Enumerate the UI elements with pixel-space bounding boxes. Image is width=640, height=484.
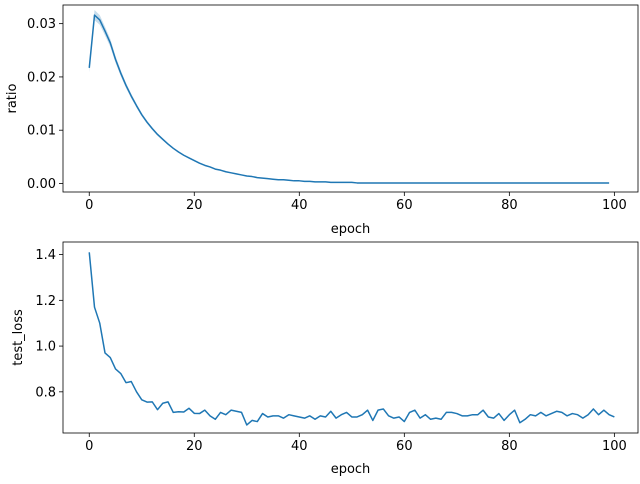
test-loss-x-tick-label: 40 (291, 439, 308, 454)
ratio-x-tick-label: 100 (602, 198, 627, 213)
ratio-y-tick-label: 0.03 (27, 17, 56, 32)
test-loss-x-axis: 0 20 40 60 80 100 (85, 433, 627, 454)
ratio-y-axis-label: ratio (5, 83, 20, 113)
test-loss-series-line (88, 252, 615, 426)
ratio-x-tick-label: 60 (396, 198, 413, 213)
ratio-plot-panel: 0 20 40 60 80 100 0.00 0.01 0.02 0.03 epoch rati… (5, 4, 639, 237)
ratio-y-tick-label: 0.01 (27, 124, 56, 139)
test-loss-axes-frame (62, 241, 639, 434)
test-loss-x-tick-label: 0 (85, 439, 93, 454)
ratio-x-tick-label: 0 (85, 198, 93, 213)
ratio-x-axis-label: epoch (331, 222, 371, 237)
test-loss-x-tick-label: 80 (501, 439, 518, 454)
ratio-axes-frame (62, 4, 639, 193)
ratio-y-axis: 0.00 0.01 0.02 0.03 (27, 17, 63, 192)
test-loss-x-tick-label: 100 (602, 439, 627, 454)
test-loss-y-tick-label: 1.2 (35, 294, 56, 309)
test-loss-y-tick-label: 1.0 (35, 340, 56, 355)
test-loss-x-tick-label: 60 (396, 439, 413, 454)
ratio-x-tick-label: 40 (291, 198, 308, 213)
test-loss-x-tick-label: 20 (186, 439, 203, 454)
ratio-series (88, 14, 610, 184)
test-loss-series (88, 252, 615, 426)
test-loss-plot-panel: 0 20 40 60 80 100 0.8 1.0 1.2 1.4 epoch test_los… (11, 241, 639, 477)
test-loss-y-tick-label: 1.4 (35, 248, 56, 263)
ratio-y-tick-label: 0.02 (27, 70, 56, 85)
ratio-x-tick-label: 20 (186, 198, 203, 213)
test-loss-y-axis: 0.8 1.0 1.2 1.4 (35, 248, 63, 400)
test-loss-x-axis-label: epoch (331, 462, 371, 477)
ratio-series-line (88, 14, 610, 184)
test-loss-y-axis-label: test_loss (11, 309, 26, 366)
ratio-x-tick-label: 80 (501, 198, 518, 213)
ratio-y-tick-label: 0.00 (27, 177, 56, 192)
test-loss-y-tick-label: 0.8 (35, 385, 56, 400)
ratio-x-axis: 0 20 40 60 80 100 (85, 192, 627, 213)
